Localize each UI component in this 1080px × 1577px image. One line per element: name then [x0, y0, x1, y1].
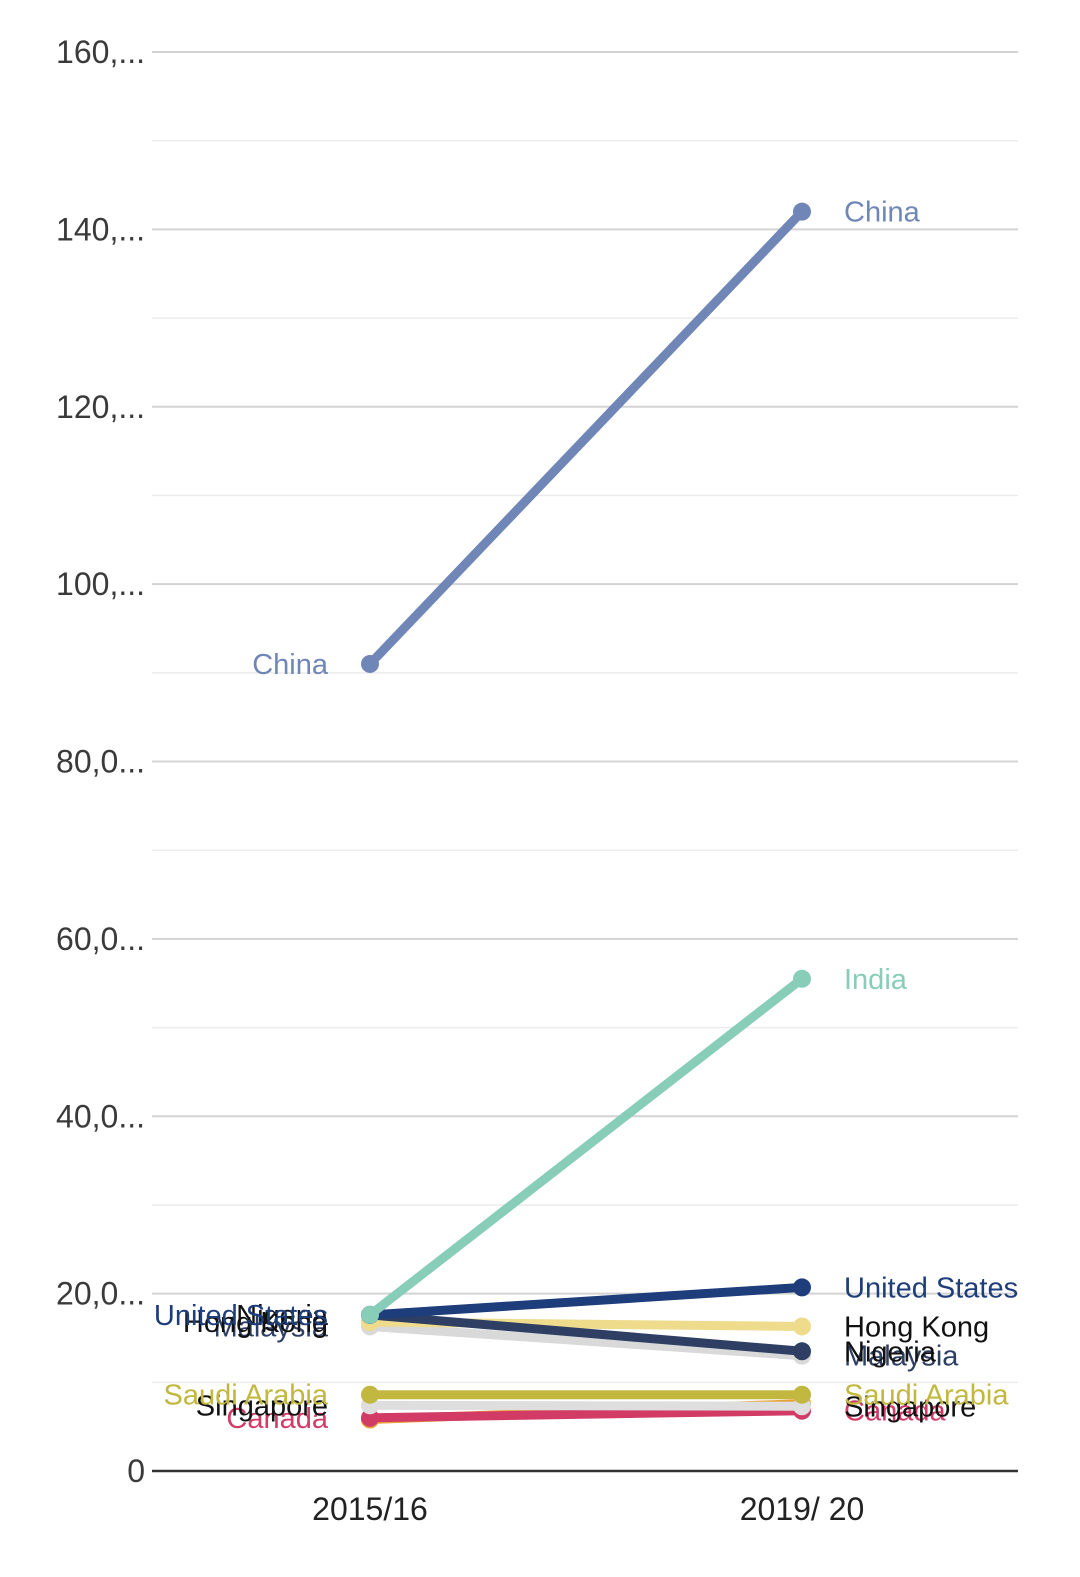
series-label-left-saudi-arabia: Saudi Arabia — [164, 1380, 329, 1412]
series-label-left-malaysia: Malaysia — [214, 1311, 329, 1343]
series-line-china — [365, 207, 807, 669]
data-point-saudi-arabia — [361, 1385, 379, 1404]
data-point-nigeria — [793, 1342, 811, 1361]
series-label-right-canada: Canada — [844, 1396, 946, 1428]
series-label-right-nigeria: Nigeria — [844, 1336, 937, 1368]
series-line-united-states — [365, 1282, 807, 1320]
series-line-india — [365, 974, 807, 1320]
x-axis: 2015/16 2019/ 20 — [152, 1469, 1018, 1527]
y-tick-label: 140,... — [56, 211, 145, 247]
series-line-canada — [365, 1406, 807, 1423]
data-point-india — [361, 1305, 379, 1324]
x-tick-label: 2015/16 — [312, 1491, 428, 1527]
series-label-right-united-states: United States — [844, 1272, 1018, 1304]
data-point-canada — [361, 1408, 379, 1427]
series-label-left-singapore: Singapore — [196, 1390, 328, 1422]
y-tick-label: 100,... — [56, 566, 145, 602]
series-label-right-china: China — [844, 197, 921, 229]
series-label-left-united-states: United States — [154, 1300, 328, 1332]
y-tick-label: 80,0... — [56, 744, 145, 780]
series-label-left-hong-kong: Hong Kong — [183, 1307, 328, 1339]
series-line-singapore — [365, 1400, 807, 1411]
y-tick-label: 40,0... — [56, 1098, 145, 1134]
series-label-left-china: China — [252, 649, 329, 681]
series-line-malaysia — [365, 1321, 807, 1361]
series-lines — [361, 202, 811, 1429]
data-point-hong-kong — [793, 1317, 811, 1336]
y-tick-label: 60,0... — [56, 921, 145, 957]
series-label-right-hong-kong: Hong Kong — [844, 1311, 989, 1343]
data-point-united-states — [793, 1278, 811, 1297]
series-label-left-canada: Canada — [226, 1403, 328, 1435]
series-label-right-india: India — [844, 964, 908, 996]
y-tick-label: 120,... — [56, 389, 145, 425]
y-axis: 0 20,0... 40,0... 60,0... 80,0... 100,... 120,… — [56, 34, 145, 1489]
y-tick-label: 0 — [127, 1453, 145, 1489]
series-label-left-nigeria: Nigeria — [236, 1300, 329, 1332]
data-point-china — [361, 654, 379, 673]
series-label-right-malaysia: Malaysia — [844, 1341, 959, 1373]
data-point-saudi-arabia — [793, 1385, 811, 1404]
data-point-india — [793, 969, 811, 988]
y-tick-label: 20,0... — [56, 1276, 145, 1312]
data-point-china — [793, 202, 811, 221]
gridlines — [152, 51, 1018, 1384]
series-line-nigeria — [365, 1310, 807, 1356]
y-tick-label: 160,... — [56, 34, 145, 70]
series-label-right-saudi-arabia: Saudi Arabia — [844, 1380, 1009, 1412]
x-tick-label: 2019/ 20 — [740, 1491, 865, 1527]
series-label-right-singapore: Singapore — [844, 1391, 976, 1423]
